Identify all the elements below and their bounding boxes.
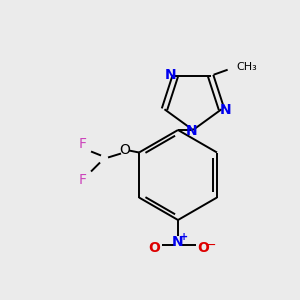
Text: F: F (79, 137, 87, 152)
Text: N: N (172, 235, 184, 249)
Text: −: − (206, 238, 216, 251)
Text: N: N (186, 124, 198, 138)
Text: +: + (180, 232, 188, 242)
Text: F: F (79, 172, 87, 187)
Text: CH₃: CH₃ (237, 62, 257, 72)
Text: O: O (148, 241, 160, 255)
Text: N: N (165, 68, 176, 82)
Text: O: O (197, 241, 209, 255)
Text: O: O (120, 143, 130, 158)
Text: N: N (220, 103, 231, 117)
